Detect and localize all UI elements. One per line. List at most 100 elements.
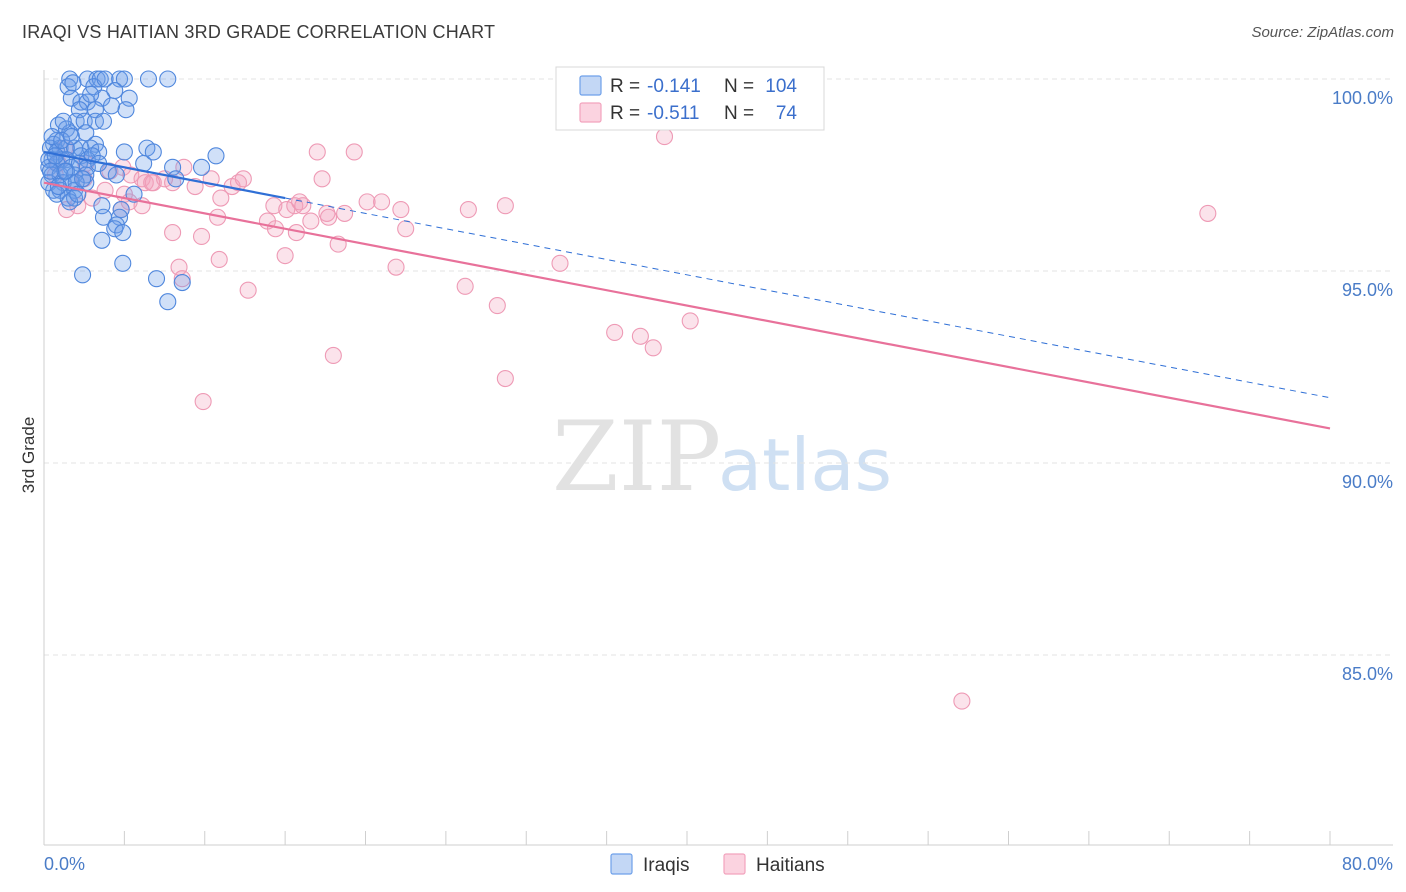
trend-lines — [43, 150, 1331, 430]
haitians-point-67 — [1199, 204, 1217, 222]
haitians-point-64 — [324, 346, 342, 365]
legend-iraqi-n-value: 104 — [765, 76, 797, 97]
iraqis-point-5 — [115, 70, 133, 88]
iraqis-point-22 — [94, 112, 113, 130]
y-tick-label-3: 85.0% — [1342, 664, 1393, 684]
iraqis-point-102 — [144, 143, 162, 161]
haitians-point-66 — [194, 393, 212, 411]
iraqis-points — [40, 70, 225, 311]
haitians-point-6 — [308, 143, 326, 161]
iraqis-point-99 — [41, 162, 59, 180]
y-tick-label-0: 100.0% — [1332, 88, 1393, 108]
iraqis-point-103 — [192, 158, 211, 176]
haitians-point-62 — [644, 339, 662, 357]
y-axis-label: 3rd Grade — [19, 417, 38, 494]
iraqis-point-43 — [207, 147, 225, 165]
haitians-point-35 — [336, 204, 354, 222]
legend-haitian-n-label: N = — [724, 103, 754, 124]
legend-iraqi-n-label: N = — [724, 76, 754, 97]
haitians-point-57 — [239, 281, 257, 299]
bottom-legend: Iraqis Haitians — [610, 853, 825, 876]
legend-haitian-n-value: 74 — [776, 103, 798, 124]
haitians-point-59 — [488, 297, 506, 315]
iraqis-point-57 — [107, 166, 125, 184]
haitians-point-37 — [373, 193, 391, 211]
haitians-point-30 — [265, 197, 283, 215]
haitians-point-38 — [392, 201, 410, 219]
iraqis-trend-solid — [43, 150, 286, 200]
haitians-point-40 — [496, 197, 514, 215]
iraqis-point-76 — [93, 231, 111, 249]
gridlines — [44, 78, 1393, 656]
watermark: ZIP atlas — [552, 401, 892, 513]
iraqis-point-92 — [102, 97, 121, 115]
iraqis-trend-dashed — [285, 197, 1331, 399]
x-axis-ticks — [123, 831, 1331, 845]
iraqis-point-82 — [43, 128, 61, 146]
haitians-point-52 — [210, 250, 228, 269]
haitians-point-20 — [234, 170, 252, 188]
legend-box: R = -0.141 N = 104 R = -0.511 N = 74 — [555, 66, 825, 131]
haitians-points — [46, 70, 1217, 710]
haitians-point-71 — [143, 174, 161, 192]
haitians-point-44 — [319, 208, 338, 226]
legend-iraqi-r-value: -0.141 — [647, 76, 701, 97]
bottom-legend-iraqis-label: Iraqis — [643, 855, 689, 876]
haitians-point-55 — [551, 254, 569, 272]
haitians-point-8 — [655, 128, 674, 146]
iraqis-point-7 — [159, 70, 177, 88]
haitians-point-36 — [358, 193, 376, 211]
iraqis-point-83 — [77, 124, 95, 142]
haitians-point-61 — [631, 327, 649, 345]
haitians-point-51 — [276, 247, 294, 265]
x-tick-label-1: 80.0% — [1342, 854, 1393, 874]
chart-title: IRAQI VS HAITIAN 3RD GRADE CORRELATION C… — [22, 22, 496, 42]
iraqis-point-97 — [82, 85, 100, 103]
x-tick-labels: 0.0% 80.0% — [44, 854, 1393, 874]
haitians-point-56 — [173, 270, 191, 288]
iraqis-point-93 — [115, 143, 133, 161]
iraqis-point-81 — [159, 293, 177, 311]
haitians-point-29 — [212, 189, 230, 207]
legend-iraqi-r-label: R = — [610, 76, 640, 97]
watermark-zip: ZIP — [552, 401, 721, 513]
haitians-point-48 — [164, 224, 182, 242]
iraqis-point-78 — [74, 266, 92, 284]
bottom-legend-haitians-swatch — [723, 853, 746, 875]
haitians-point-63 — [681, 312, 699, 330]
iraqis-point-75 — [114, 224, 132, 242]
watermark-atlas: atlas — [718, 423, 892, 507]
iraqis-point-80 — [173, 273, 191, 292]
iraqis-point-77 — [114, 254, 132, 272]
haitians-point-49 — [192, 227, 211, 245]
iraqis-point-18 — [117, 101, 135, 119]
iraqis-point-96 — [54, 112, 72, 130]
legend-haitian-r-value: -0.511 — [647, 103, 699, 124]
iraqis-point-90 — [64, 74, 82, 92]
haitians-point-65 — [496, 369, 514, 388]
haitians-point-21 — [313, 170, 331, 188]
y-tick-label-1: 95.0% — [1342, 280, 1393, 300]
haitians-point-11 — [122, 166, 140, 184]
haitians-point-72 — [278, 201, 296, 219]
legend-haitian-r-label: R = — [610, 103, 640, 124]
haitians-point-39 — [459, 201, 477, 219]
legend-iraqi-swatch — [579, 75, 602, 96]
iraqis-point-84 — [53, 131, 71, 149]
haitians-point-60 — [606, 323, 624, 341]
legend-haitian-swatch — [579, 102, 602, 123]
haitians-point-58 — [456, 277, 474, 295]
iraqis-point-100 — [62, 128, 80, 146]
x-tick-label-0: 0.0% — [44, 854, 85, 874]
haitians-point-43 — [302, 212, 320, 230]
haitians-trend — [43, 181, 1331, 430]
haitians-point-33 — [294, 197, 312, 215]
iraqis-point-87 — [56, 162, 74, 180]
haitians-point-68 — [953, 692, 971, 710]
y-tick-labels: 100.0% 95.0% 90.0% 85.0% — [1332, 88, 1393, 684]
iraqis-point-91 — [96, 70, 114, 88]
bottom-legend-haitians-label: Haitians — [756, 855, 825, 876]
haitians-point-54 — [387, 258, 405, 276]
haitians-point-45 — [397, 220, 415, 238]
